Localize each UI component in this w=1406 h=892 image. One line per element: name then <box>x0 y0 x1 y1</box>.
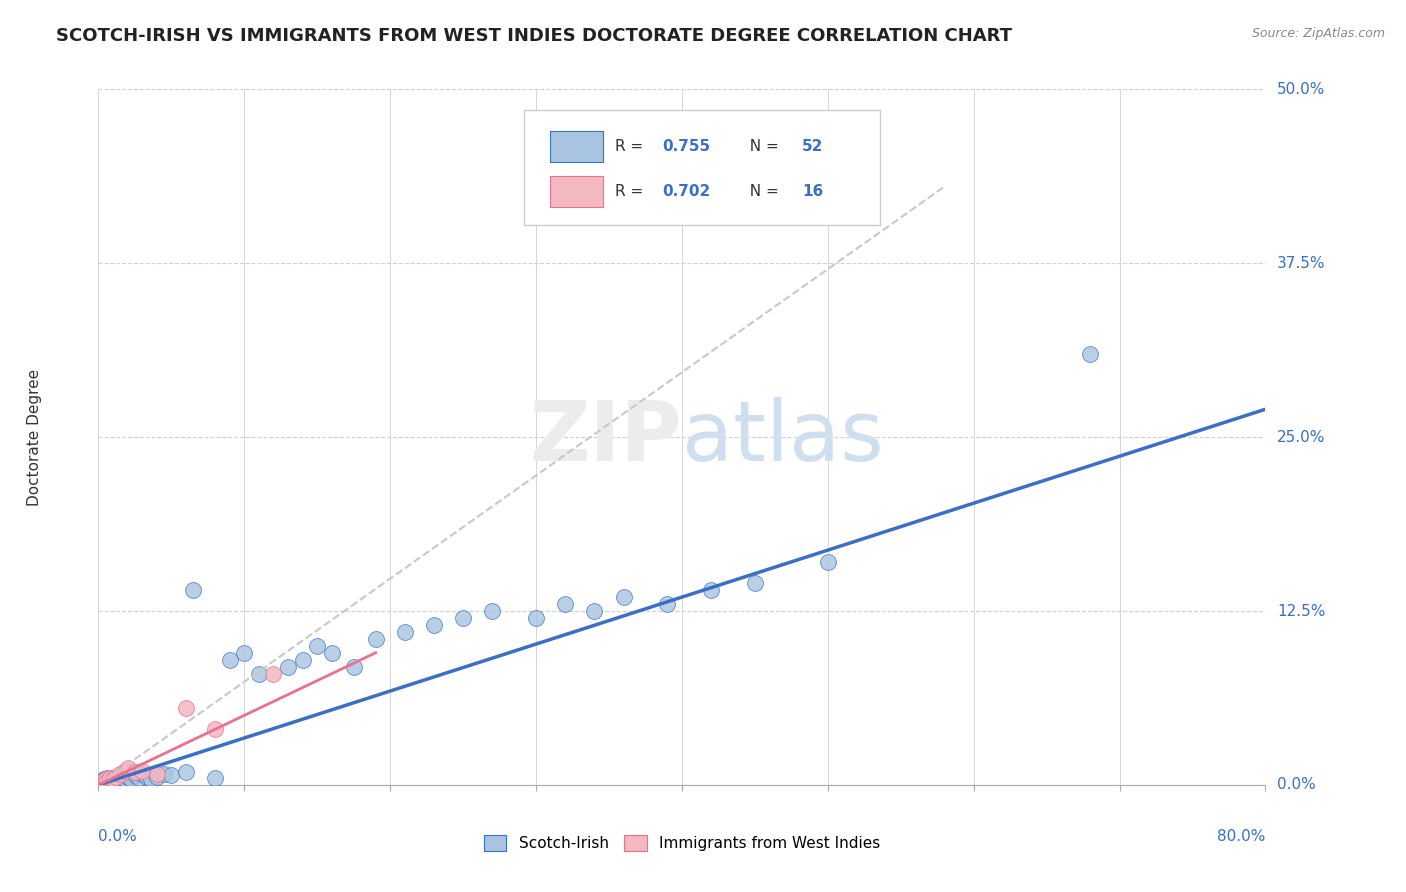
Point <box>291 653 314 667</box>
Point <box>93 772 115 787</box>
Point <box>481 604 503 618</box>
Point <box>612 590 634 604</box>
Point <box>114 772 136 787</box>
Point <box>204 771 226 785</box>
Text: atlas: atlas <box>682 397 883 477</box>
Text: 12.5%: 12.5% <box>1277 604 1326 618</box>
Point <box>583 604 606 618</box>
Point <box>394 624 416 639</box>
Point <box>114 764 136 778</box>
Point <box>307 639 329 653</box>
Point <box>120 772 142 787</box>
Point <box>91 773 114 788</box>
Text: 0.755: 0.755 <box>662 139 710 153</box>
Text: 50.0%: 50.0% <box>1277 82 1326 96</box>
Point <box>110 767 132 781</box>
Point <box>94 773 117 788</box>
Point <box>96 771 118 785</box>
Point <box>131 767 153 781</box>
Point <box>744 576 766 591</box>
Point <box>451 611 474 625</box>
Point <box>233 646 256 660</box>
Text: Doctorate Degree: Doctorate Degree <box>27 368 42 506</box>
Point <box>131 764 153 778</box>
Point <box>128 771 150 785</box>
Point <box>91 775 114 789</box>
Text: 16: 16 <box>801 184 824 199</box>
Point <box>364 632 387 646</box>
Point <box>90 775 112 789</box>
Point <box>98 771 121 785</box>
Point <box>817 555 839 569</box>
Point <box>117 770 139 784</box>
Point <box>524 611 547 625</box>
Point <box>262 666 284 681</box>
Text: 37.5%: 37.5% <box>1277 256 1326 270</box>
Text: N =: N = <box>741 139 785 153</box>
Point <box>139 772 162 787</box>
Bar <box>550 177 603 208</box>
Text: N =: N = <box>741 184 785 199</box>
Point <box>423 618 446 632</box>
Point <box>554 597 576 611</box>
Point <box>104 773 127 788</box>
Point <box>174 765 197 780</box>
Text: 25.0%: 25.0% <box>1277 430 1326 444</box>
Point <box>135 770 157 784</box>
Text: 0.702: 0.702 <box>662 184 710 199</box>
Point <box>1080 346 1102 360</box>
Point <box>96 773 118 788</box>
Text: R =: R = <box>616 139 648 153</box>
Text: Source: ZipAtlas.com: Source: ZipAtlas.com <box>1251 27 1385 40</box>
Point <box>90 773 112 788</box>
Point <box>94 772 117 787</box>
Point <box>146 767 169 781</box>
Point <box>103 772 125 787</box>
Point <box>101 771 124 785</box>
Point <box>174 701 197 715</box>
Point <box>247 666 270 681</box>
Legend: Scotch-Irish, Immigrants from West Indies: Scotch-Irish, Immigrants from West Indie… <box>478 830 886 857</box>
Point <box>700 583 723 598</box>
Point <box>153 767 176 781</box>
Text: 52: 52 <box>801 139 824 153</box>
Point <box>204 723 226 737</box>
Point <box>110 770 132 784</box>
Point <box>181 583 204 598</box>
Point <box>108 772 131 787</box>
Point <box>104 770 127 784</box>
Point <box>277 659 299 673</box>
Text: 0.0%: 0.0% <box>98 830 138 845</box>
Point <box>101 772 124 787</box>
Point <box>97 775 120 789</box>
Point <box>218 653 240 667</box>
Text: ZIP: ZIP <box>530 397 682 477</box>
Bar <box>550 131 603 162</box>
Point <box>117 761 139 775</box>
Point <box>124 768 146 782</box>
Point <box>146 770 169 784</box>
Text: R =: R = <box>616 184 648 199</box>
Point <box>160 768 183 782</box>
Point <box>98 772 121 787</box>
Point <box>112 771 135 785</box>
Point <box>111 773 134 788</box>
Point <box>657 597 679 611</box>
Text: SCOTCH-IRISH VS IMMIGRANTS FROM WEST INDIES DOCTORATE DEGREE CORRELATION CHART: SCOTCH-IRISH VS IMMIGRANTS FROM WEST IND… <box>56 27 1012 45</box>
Point <box>343 659 366 673</box>
Text: 0.0%: 0.0% <box>1277 778 1316 792</box>
Text: 80.0%: 80.0% <box>1218 830 1265 845</box>
Point <box>321 646 343 660</box>
Point <box>124 765 146 780</box>
Point <box>100 773 122 788</box>
Point <box>105 771 128 785</box>
FancyBboxPatch shape <box>524 110 880 225</box>
